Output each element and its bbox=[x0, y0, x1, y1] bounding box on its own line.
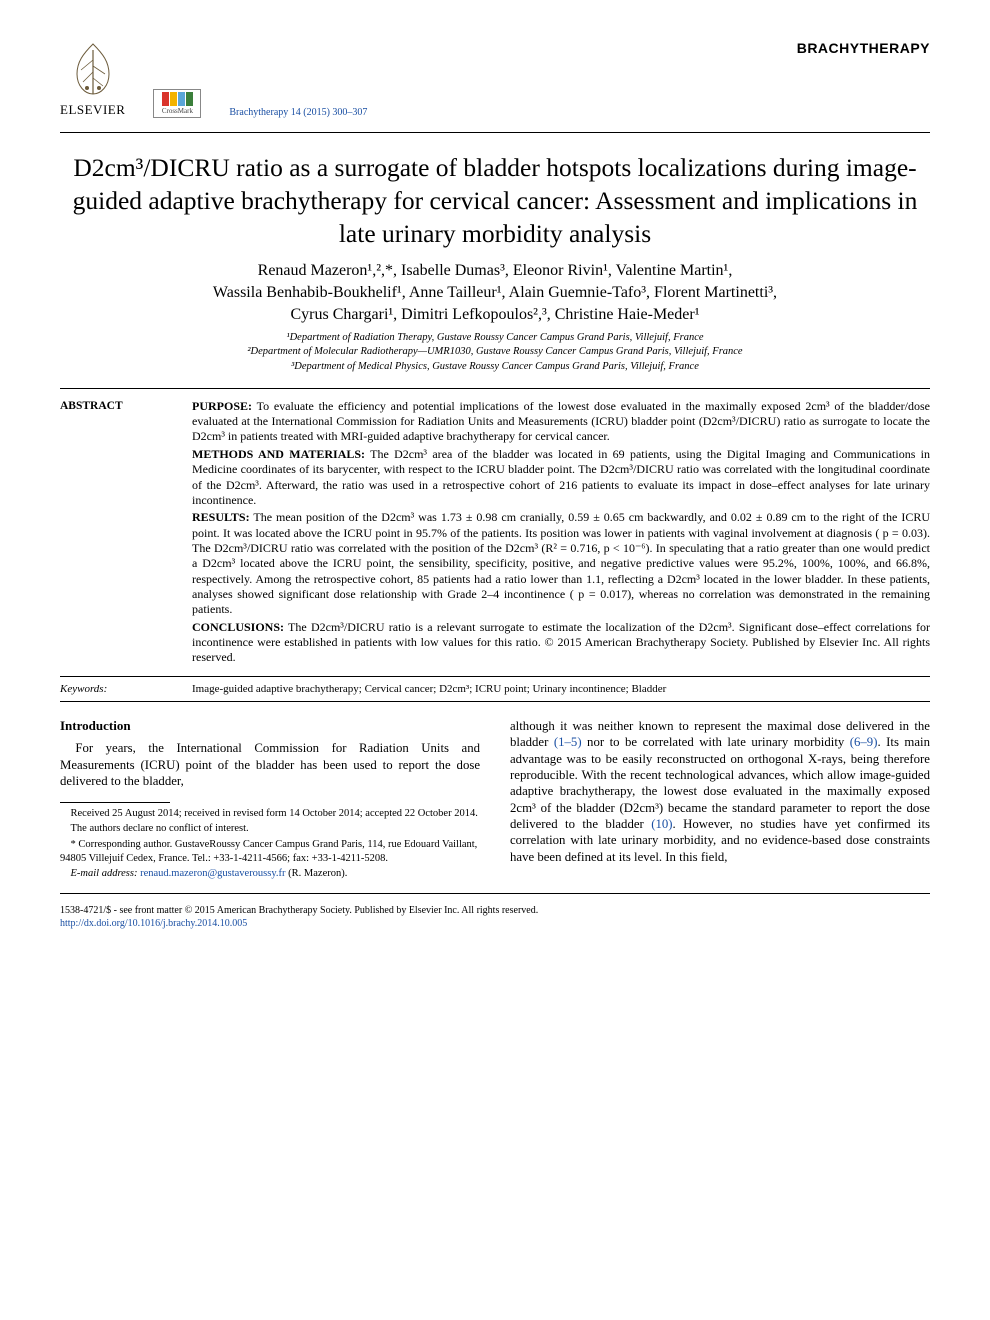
ref-link-2[interactable]: (6–9) bbox=[850, 735, 878, 749]
intro-paragraph-1: For years, the International Commission … bbox=[60, 740, 480, 789]
results-text: The mean position of the D2cm³ was 1.73 … bbox=[192, 510, 930, 616]
conclusions-text: The D2cm³/DICRU ratio is a relevant surr… bbox=[192, 620, 930, 665]
authors-line-3: Cyrus Chargari¹, Dimitri Lefkopoulos²,³,… bbox=[60, 304, 930, 326]
keywords-row: Keywords: Image-guided adaptive brachyth… bbox=[60, 683, 930, 695]
article-title: D2cm³/DICRU ratio as a surrogate of blad… bbox=[60, 151, 930, 250]
footnote-email-link[interactable]: renaud.mazeron@gustaveroussy.fr bbox=[140, 868, 285, 879]
journal-name: BRACHYTHERAPY bbox=[797, 40, 930, 56]
header-row: ELSEVIER CrossMark Brachytherapy 14 (201… bbox=[60, 40, 930, 118]
rule-top bbox=[60, 132, 930, 133]
publisher-logo-block: ELSEVIER bbox=[60, 40, 125, 118]
publisher-name: ELSEVIER bbox=[60, 102, 125, 118]
rule-after-abstract bbox=[60, 676, 930, 677]
affiliation-3: ³Department of Medical Physics, Gustave … bbox=[60, 360, 930, 374]
abstract-body: PURPOSE: To evaluate the efficiency and … bbox=[192, 399, 930, 668]
doi-link[interactable]: http://dx.doi.org/10.1016/j.brachy.2014.… bbox=[60, 917, 930, 930]
abstract-label: ABSTRACT bbox=[60, 399, 180, 668]
abstract-block: ABSTRACT PURPOSE: To evaluate the effici… bbox=[60, 399, 930, 668]
title-block: D2cm³/DICRU ratio as a surrogate of blad… bbox=[60, 151, 930, 374]
crossmark-badge[interactable]: CrossMark bbox=[153, 89, 201, 118]
journal-ref-text: Brachytherapy 14 (2015) 300–307 bbox=[229, 107, 367, 118]
keywords-text: Image-guided adaptive brachytherapy; Cer… bbox=[192, 683, 930, 695]
footnote-email-suffix: (R. Mazeron). bbox=[286, 868, 348, 879]
ref-link-1[interactable]: (1–5) bbox=[554, 735, 582, 749]
affiliations: ¹Department of Radiation Therapy, Gustav… bbox=[60, 331, 930, 374]
footnote-email-label: E-mail address: bbox=[71, 868, 141, 879]
page-root: ELSEVIER CrossMark Brachytherapy 14 (201… bbox=[0, 0, 990, 960]
purpose-head: PURPOSE: bbox=[192, 399, 252, 413]
authors-line-1: Renaud Mazeron¹,²,*, Isabelle Dumas³, El… bbox=[60, 260, 930, 282]
rule-after-keywords bbox=[60, 701, 930, 702]
crossmark-label: CrossMark bbox=[162, 107, 193, 115]
footnote-received: Received 25 August 2014; received in rev… bbox=[60, 807, 480, 821]
journal-reference: Brachytherapy 14 (2015) 300–307 bbox=[229, 107, 367, 118]
results-head: RESULTS: bbox=[192, 510, 250, 524]
authors: Renaud Mazeron¹,²,*, Isabelle Dumas³, El… bbox=[60, 260, 930, 325]
footnote-corresponding: * Corresponding author. GustaveRoussy Ca… bbox=[60, 838, 480, 865]
intro-p2b: nor to be correlated with late urinary m… bbox=[582, 735, 850, 749]
keywords-label: Keywords: bbox=[60, 683, 180, 695]
elsevier-tree-icon bbox=[63, 40, 123, 100]
methods-head: METHODS AND MATERIALS: bbox=[192, 447, 365, 461]
rule-footer bbox=[60, 893, 930, 894]
rule-after-title bbox=[60, 388, 930, 389]
issn-copyright: 1538-4721/$ - see front matter © 2015 Am… bbox=[60, 904, 930, 917]
conclusions-head: CONCLUSIONS: bbox=[192, 620, 284, 634]
affiliation-2: ²Department of Molecular Radiotherapy—UM… bbox=[60, 345, 930, 359]
affiliation-1: ¹Department of Radiation Therapy, Gustav… bbox=[60, 331, 930, 345]
crossmark-icon bbox=[162, 92, 193, 106]
issn-block: 1538-4721/$ - see front matter © 2015 Am… bbox=[60, 904, 930, 930]
intro-heading: Introduction bbox=[60, 718, 480, 735]
purpose-text: To evaluate the efficiency and potential… bbox=[192, 399, 930, 444]
footnote-rule bbox=[60, 802, 170, 803]
body-columns: Introduction For years, the Internationa… bbox=[60, 718, 930, 883]
ref-link-3[interactable]: (10) bbox=[651, 817, 672, 831]
authors-line-2: Wassila Benhabib-Boukhelif¹, Anne Taille… bbox=[60, 282, 930, 304]
footnote-conflict: The authors declare no conflict of inter… bbox=[60, 822, 480, 836]
footnotes-block: Received 25 August 2014; received in rev… bbox=[60, 802, 480, 881]
header-left: ELSEVIER CrossMark Brachytherapy 14 (201… bbox=[60, 40, 367, 118]
